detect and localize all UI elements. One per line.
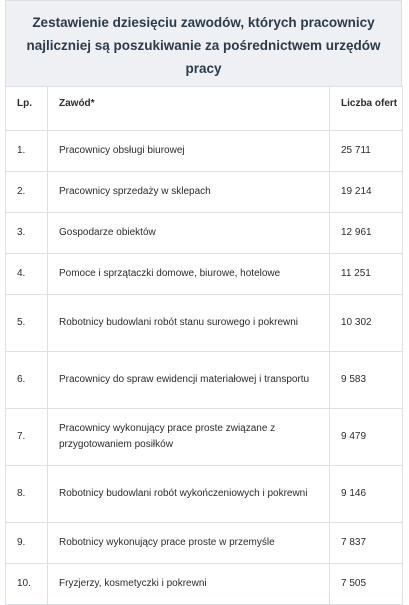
header-liczba-ofert: Liczba ofert — [329, 86, 403, 131]
cell-lp: 7. — [5, 408, 48, 466]
cell-liczba: 25 711 — [329, 130, 403, 172]
cell-lp: 5. — [5, 294, 48, 352]
cell-liczba: 9 146 — [329, 465, 403, 523]
table-row: 5. Robotnicy budowlani robót stanu surow… — [5, 294, 403, 352]
cell-zawod: Robotnicy budowlani robót stanu surowego… — [47, 294, 330, 352]
cell-lp: 4. — [5, 253, 48, 295]
table-row: 4. Pomoce i sprzątaczki domowe, biurowe,… — [5, 253, 403, 295]
table-title-box: Zestawienie dziesięciu zawodów, których … — [5, 0, 402, 86]
jobs-table-container: Zestawienie dziesięciu zawodów, których … — [5, 0, 403, 605]
cell-liczba: 7 505 — [329, 563, 403, 605]
table-row: 7. Pracownicy wykonujący prace proste zw… — [5, 408, 403, 466]
cell-zawod: Pracownicy obsługi biurowej — [47, 130, 330, 172]
cell-zawod: Pracownicy do spraw ewidencji materiałow… — [47, 351, 330, 409]
cell-liczba: 7 837 — [329, 522, 403, 564]
table-header-row: Lp. Zawód* Liczba ofert — [5, 86, 403, 131]
cell-zawod: Pomoce i sprzątaczki domowe, biurowe, ho… — [47, 253, 330, 295]
jobs-table: Lp. Zawód* Liczba ofert 1. Pracownicy ob… — [5, 86, 403, 605]
cell-zawod: Fryzjerzy, kosmetyczki i pokrewni — [47, 563, 330, 605]
cell-zawod: Gospodarze obiektów — [47, 212, 330, 254]
table-title: Zestawienie dziesięciu zawodów, których … — [26, 15, 381, 76]
cell-lp: 2. — [5, 171, 48, 213]
cell-liczba: 9 479 — [329, 408, 403, 466]
table-row: 3. Gospodarze obiektów 12 961 — [5, 212, 403, 254]
cell-zawod: Pracownicy sprzedaży w sklepach — [47, 171, 330, 213]
cell-liczba: 10 302 — [329, 294, 403, 352]
cell-zawod: Robotnicy wykonujący prace proste w prze… — [47, 522, 330, 564]
table-row: 9. Robotnicy wykonujący prace proste w p… — [5, 522, 403, 564]
cell-lp: 9. — [5, 522, 48, 564]
cell-zawod: Pracownicy wykonujący prace proste związ… — [47, 408, 330, 466]
cell-liczba: 12 961 — [329, 212, 403, 254]
header-zawod: Zawód* — [47, 86, 330, 131]
cell-lp: 8. — [5, 465, 48, 523]
header-lp: Lp. — [5, 86, 48, 131]
table-row: 10. Fryzjerzy, kosmetyczki i pokrewni 7 … — [5, 563, 403, 605]
table-row: 8. Robotnicy budowlani robót wykończenio… — [5, 465, 403, 523]
cell-zawod: Robotnicy budowlani robót wykończeniowyc… — [47, 465, 330, 523]
table-row: 6. Pracownicy do spraw ewidencji materia… — [5, 351, 403, 409]
cell-liczba: 19 214 — [329, 171, 403, 213]
cell-liczba: 9 583 — [329, 351, 403, 409]
table-row: 1. Pracownicy obsługi biurowej 25 711 — [5, 130, 403, 172]
cell-lp: 1. — [5, 130, 48, 172]
table-row: 2. Pracownicy sprzedaży w sklepach 19 21… — [5, 171, 403, 213]
cell-lp: 10. — [5, 563, 48, 605]
cell-lp: 6. — [5, 351, 48, 409]
cell-liczba: 11 251 — [329, 253, 403, 295]
cell-lp: 3. — [5, 212, 48, 254]
